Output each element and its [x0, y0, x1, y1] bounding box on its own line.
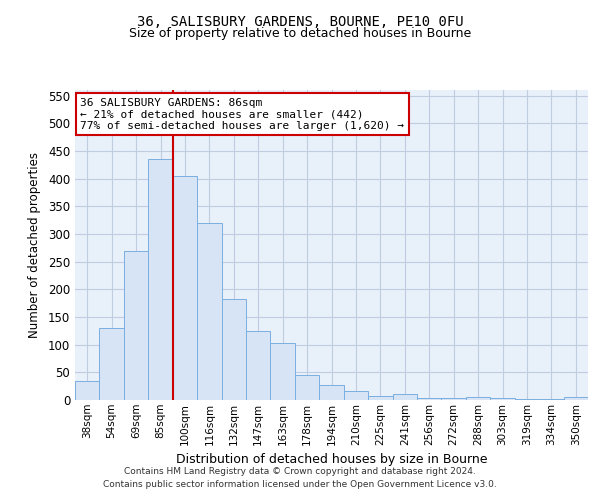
- Bar: [515, 399, 539, 400]
- Bar: [221, 298, 246, 400]
- Bar: [148, 159, 173, 400]
- Bar: [466, 397, 490, 400]
- Bar: [295, 375, 319, 400]
- Bar: [124, 250, 148, 400]
- Bar: [197, 223, 221, 400]
- Bar: [75, 380, 100, 400]
- X-axis label: Distribution of detached houses by size in Bourne: Distribution of detached houses by size …: [176, 453, 487, 466]
- Bar: [173, 176, 197, 400]
- Bar: [246, 331, 271, 400]
- Text: 36 SALISBURY GARDENS: 86sqm
← 21% of detached houses are smaller (442)
77% of se: 36 SALISBURY GARDENS: 86sqm ← 21% of det…: [80, 98, 404, 131]
- Text: Size of property relative to detached houses in Bourne: Size of property relative to detached ho…: [129, 28, 471, 40]
- Bar: [490, 398, 515, 400]
- Bar: [392, 394, 417, 400]
- Bar: [100, 328, 124, 400]
- Bar: [417, 398, 442, 400]
- Bar: [271, 343, 295, 400]
- Bar: [344, 390, 368, 400]
- Bar: [539, 399, 563, 400]
- Bar: [368, 396, 392, 400]
- Y-axis label: Number of detached properties: Number of detached properties: [28, 152, 41, 338]
- Bar: [563, 397, 588, 400]
- Text: Contains public sector information licensed under the Open Government Licence v3: Contains public sector information licen…: [103, 480, 497, 489]
- Text: Contains HM Land Registry data © Crown copyright and database right 2024.: Contains HM Land Registry data © Crown c…: [124, 467, 476, 476]
- Text: 36, SALISBURY GARDENS, BOURNE, PE10 0FU: 36, SALISBURY GARDENS, BOURNE, PE10 0FU: [137, 15, 463, 29]
- Bar: [442, 398, 466, 400]
- Bar: [319, 384, 344, 400]
